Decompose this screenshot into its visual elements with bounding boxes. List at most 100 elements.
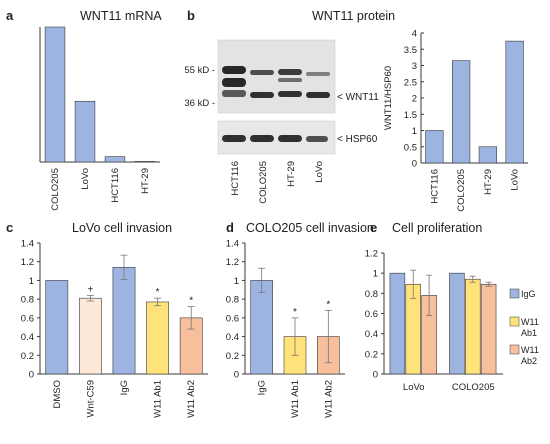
legend-label: Ab1 [521, 328, 537, 338]
bar [250, 280, 273, 375]
x-tick-label: DMSO [52, 380, 63, 409]
significance-marker: + [87, 284, 93, 295]
y-tick-label: 0.4 [226, 332, 239, 343]
panel-e-letter: e [370, 220, 377, 235]
x-tick-label: HCT116 [110, 168, 121, 203]
panel-a-title: WNT11 mRNA [80, 9, 162, 23]
blot-lane-label: COLO205 [258, 161, 269, 204]
hsp60-bands [222, 135, 328, 142]
y-tick-label: 1 [29, 276, 34, 287]
legend-label: Ab2 [521, 356, 537, 366]
bar [146, 301, 169, 375]
bar [45, 280, 69, 375]
y-tick-label: 0.5 [404, 142, 417, 153]
significance-marker: * [293, 307, 297, 318]
legend-label: IgG [521, 289, 536, 299]
x-tick-label: HT-29 [140, 168, 151, 194]
chart-colo205-invasion: 0 0.2 0.4 0.6 0.8 1 1.2 1.4 IgG * W11 Ab1 * W11 Ab2 [226, 239, 345, 418]
y-tick-label: 3 [412, 61, 417, 72]
y-tick-label: 0.2 [226, 351, 239, 362]
y-tick-label: 0 [29, 370, 34, 381]
blot-lane-label: HCT116 [230, 161, 241, 196]
blot-lane-labels: HCT116 COLO205 HT-29 LoVo [230, 161, 325, 204]
significance-marker: * [326, 299, 330, 310]
x-tick-label: LoVo [80, 168, 91, 190]
y-tick-label: 1.2 [226, 257, 239, 268]
panel-d-letter: d [226, 220, 234, 235]
bar [74, 100, 96, 163]
bar [478, 146, 498, 164]
y-tick-label: 1 [373, 269, 378, 280]
y-tick-label: 4 [412, 29, 417, 40]
y-tick-label: 0 [234, 370, 239, 381]
bar [451, 60, 471, 164]
bar [134, 161, 156, 163]
y-tick-label: 2.5 [404, 77, 417, 88]
legend-label: W11 [521, 317, 539, 327]
x-tick-label: W11 Ab2 [323, 380, 334, 418]
panel-e-title: Cell proliferation [392, 221, 482, 235]
y-tick-label: 0.6 [226, 313, 239, 324]
bar [425, 130, 444, 164]
bar [480, 283, 497, 375]
y-tick-label: 0.8 [21, 295, 34, 306]
bar [505, 40, 524, 164]
y-tick-label: 0.2 [365, 349, 378, 360]
x-tick-label: HCT116 [429, 169, 440, 204]
legend-label: W11 [521, 345, 539, 355]
y-tick-label: 0.6 [365, 309, 378, 320]
panel-b-letter: b [187, 8, 195, 23]
y-tick-label: 0.2 [21, 351, 34, 362]
significance-marker: * [156, 287, 160, 298]
x-tick-label: Wnt-C59 [85, 380, 96, 417]
bar [79, 297, 102, 375]
hsp60-band-label: < HSP60 [337, 134, 378, 145]
x-tick-label: COLO205 [452, 382, 495, 393]
x-tick-label: LoVo [510, 169, 521, 191]
blot-lane-label: HT-29 [286, 161, 297, 187]
x-tick-label: HT-29 [483, 169, 494, 195]
y-tick-label: 0 [412, 159, 417, 170]
bar [112, 267, 136, 375]
y-tick-label: 1.5 [404, 110, 417, 121]
bar [465, 278, 481, 375]
chart-wnt11-hsp60-ratio: 0 0.5 1 1.5 2 2.5 3 3.5 4 WNT11/HSP60 HCT116 COLO20… [383, 29, 528, 212]
marker-55-label: 55 kD - [184, 65, 215, 76]
x-tick-label: W11 Ab2 [186, 380, 197, 418]
legend-swatch [509, 316, 520, 327]
x-tick-label: IgG [257, 380, 268, 395]
panel-c-title: LoVo cell invasion [72, 221, 172, 235]
y-tick-label: 1.2 [365, 249, 378, 260]
bar [104, 156, 126, 163]
blot-lane-label: LoVo [314, 161, 325, 183]
wnt11-band-label: < WNT11 [337, 92, 379, 103]
y-tick-label: 2 [412, 94, 417, 105]
bar [44, 26, 66, 163]
x-tick-label: COLO205 [50, 168, 61, 211]
panel-b-heading: WNT11 protein [312, 9, 395, 23]
wnt11-bands [222, 66, 330, 98]
y-tick-label: 0.6 [21, 313, 34, 324]
y-tick-label: 1 [412, 126, 417, 137]
y-tick-label: 3.5 [404, 45, 417, 56]
x-tick-label: W11 Ab1 [290, 380, 301, 418]
y-tick-label: 0.8 [365, 289, 378, 300]
legend-swatch [509, 288, 520, 299]
y-tick-label: 0.8 [226, 295, 239, 306]
panel-a-letter: a [6, 8, 14, 23]
wnt11-blot-membrane [217, 39, 336, 114]
panel-d-title: COLO205 cell invasion [246, 221, 374, 235]
x-tick-label: LoVo [403, 382, 425, 393]
x-tick-label: IgG [119, 380, 130, 395]
y-tick-label: 0 [373, 370, 378, 381]
chart-lovo-invasion: 0 0.2 0.4 0.6 0.8 1 1.2 1.4 DMSO + Wnt-C59 IgG * W11 … [21, 239, 208, 418]
x-tick-label: COLO205 [456, 169, 467, 212]
bar [389, 272, 406, 375]
bar [449, 272, 465, 375]
legend-swatch [509, 344, 520, 355]
western-blot: 55 kD - 36 kD - < WNT11 < HSP60 HCT116 C… [184, 39, 379, 204]
y-tick-label: 0.4 [21, 332, 34, 343]
y-tick-label: 1.4 [21, 239, 34, 250]
significance-marker: * [189, 296, 193, 307]
